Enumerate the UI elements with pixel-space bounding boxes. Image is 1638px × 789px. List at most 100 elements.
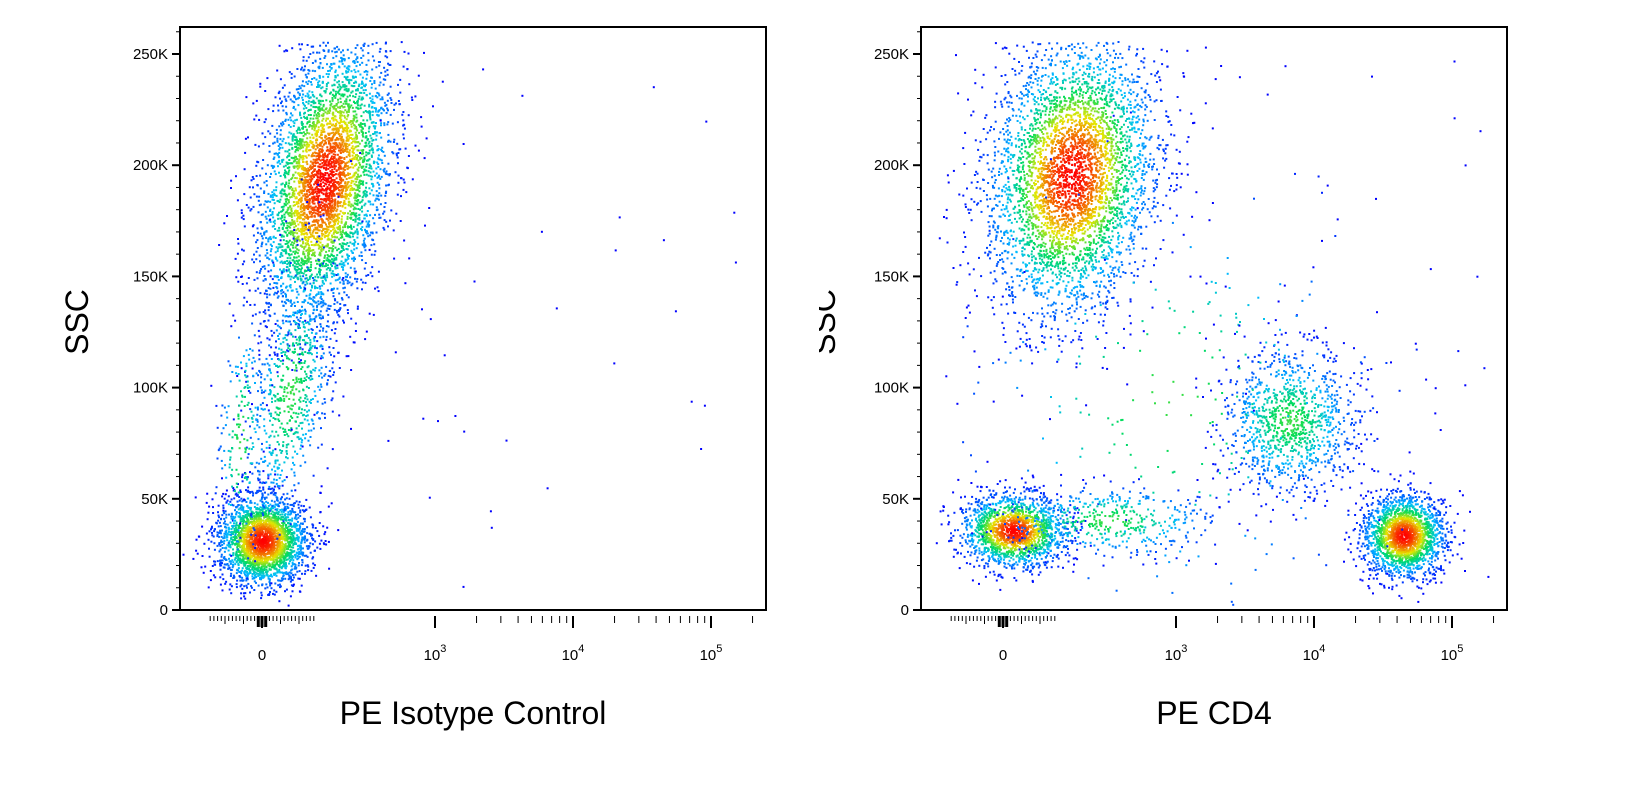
event-dot (229, 589, 231, 591)
event-dot (320, 137, 322, 139)
event-dot (289, 552, 291, 554)
event-dot (304, 520, 306, 522)
event-dot (273, 490, 275, 492)
event-dot (262, 213, 264, 215)
event-dot (223, 518, 225, 520)
event-dot (332, 132, 334, 134)
event-dot (235, 506, 237, 508)
event-dot (389, 220, 391, 222)
event-dot (314, 70, 316, 72)
event-dot (242, 508, 244, 510)
event-dot (303, 56, 305, 58)
event-dot (300, 523, 302, 525)
event-dot (237, 563, 239, 565)
event-dot (299, 48, 301, 50)
event-dot (259, 537, 261, 539)
event-dot (326, 172, 328, 174)
event-dot (296, 316, 298, 318)
event-dot (257, 227, 259, 229)
event-dot (269, 556, 271, 558)
event-dot (274, 535, 276, 537)
event-dot (276, 181, 278, 183)
event-dot (289, 577, 291, 579)
event-dot (236, 552, 238, 554)
event-dot (262, 237, 264, 239)
event-dot (241, 570, 243, 572)
event-dot (226, 539, 228, 541)
event-dot (221, 544, 223, 546)
event-dot (254, 144, 256, 146)
event-dot (365, 89, 367, 91)
event-dot (315, 527, 317, 529)
event-dot (250, 521, 252, 523)
event-dot (353, 248, 355, 250)
event-dot (230, 531, 232, 533)
event-dot (293, 511, 295, 513)
event-dot (253, 515, 255, 517)
event-dot (322, 140, 324, 142)
event-dot (273, 574, 275, 576)
event-dot (279, 562, 281, 564)
event-dot (346, 151, 348, 153)
event-dot (393, 229, 395, 231)
event-dot (307, 569, 309, 571)
event-dot (240, 509, 242, 511)
event-dot (322, 525, 324, 527)
event-dot (312, 137, 314, 139)
event-dot (305, 74, 307, 76)
event-dot (216, 535, 218, 537)
event-dot (367, 235, 369, 237)
event-dot (259, 83, 261, 85)
event-dot (315, 60, 317, 62)
event-dot (357, 208, 359, 210)
event-dot (233, 497, 235, 499)
event-dot (368, 128, 370, 130)
event-dot (339, 303, 341, 305)
event-dot (310, 289, 312, 291)
event-dot (296, 537, 298, 539)
event-dot (285, 142, 287, 144)
event-dot (424, 225, 426, 227)
event-dot (363, 204, 365, 206)
event-dot (291, 369, 293, 371)
event-dot (325, 224, 327, 226)
event-dot (288, 543, 290, 545)
event-dot (315, 142, 317, 144)
event-dot (231, 585, 233, 587)
event-dot (243, 579, 245, 581)
event-dot (296, 530, 298, 532)
event-dot (264, 559, 266, 561)
event-dot (289, 510, 291, 512)
event-dot (275, 492, 277, 494)
event-dot (274, 519, 276, 521)
event-dot (338, 316, 340, 318)
event-dot (219, 576, 221, 578)
event-dot (263, 537, 265, 539)
event-dot (201, 566, 203, 568)
event-dot (241, 217, 243, 219)
event-dot (249, 592, 251, 594)
event-dot (342, 320, 344, 322)
event-dot (313, 77, 315, 79)
event-dot (408, 53, 410, 55)
event-dot (245, 585, 247, 587)
event-dot (330, 239, 332, 241)
event-dot (260, 542, 262, 544)
event-dot (281, 550, 283, 552)
event-dot (273, 516, 275, 518)
event-dot (224, 520, 226, 522)
event-dot (390, 114, 392, 116)
event-dot (355, 163, 357, 165)
event-dot (256, 239, 258, 241)
event-dot (274, 486, 276, 488)
event-dot (290, 504, 292, 506)
event-dot (234, 528, 236, 530)
event-dot (324, 255, 326, 257)
event-dot (252, 102, 254, 104)
event-dot (228, 495, 230, 497)
event-dot (266, 524, 268, 526)
event-dot (222, 547, 224, 549)
event-dot (354, 207, 356, 209)
event-dot (259, 311, 261, 313)
event-dot (288, 132, 290, 134)
